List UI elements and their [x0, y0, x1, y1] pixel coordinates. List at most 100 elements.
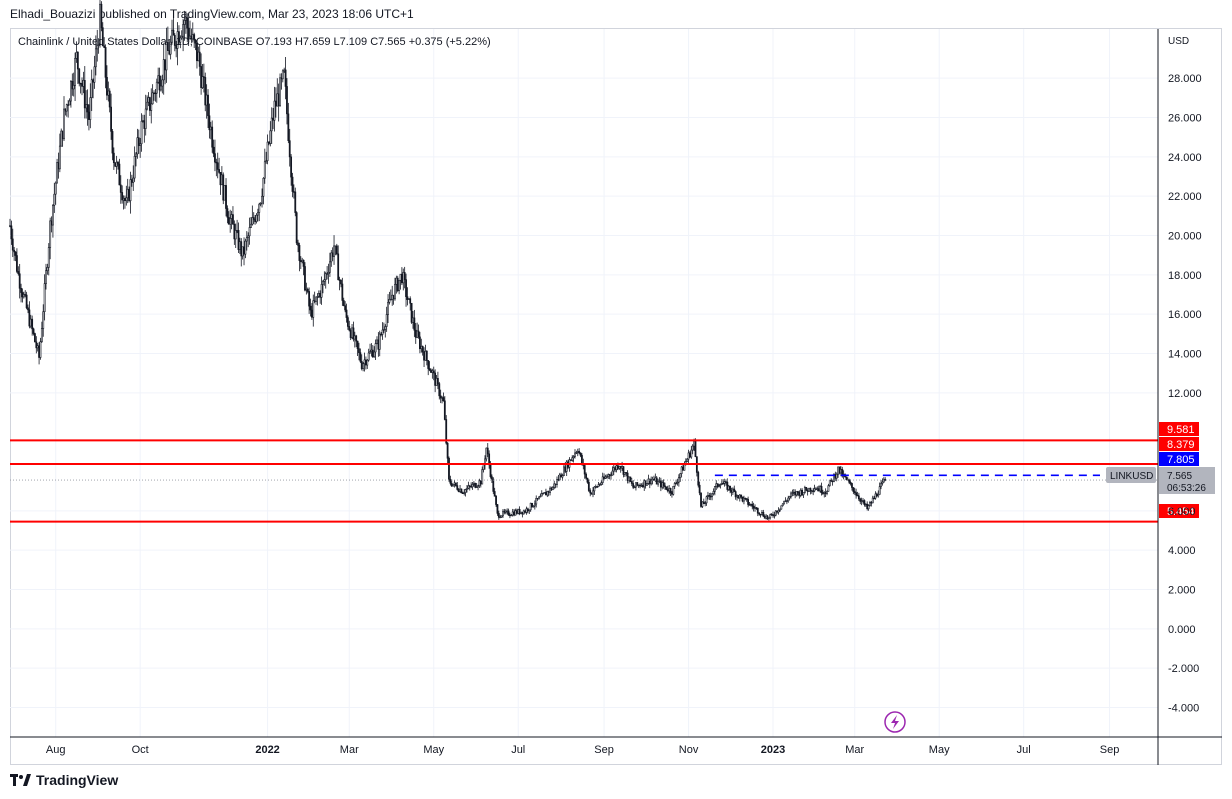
candle-body: [273, 100, 276, 121]
candle-body: [214, 153, 216, 163]
candle-body: [101, 27, 104, 47]
candle: [658, 477, 661, 484]
candle-body: [250, 223, 252, 228]
candle-body: [722, 482, 725, 485]
tradingview-logo-icon: [10, 773, 32, 787]
candle-body: [180, 35, 183, 39]
candle: [654, 473, 657, 482]
candle-body: [215, 161, 218, 164]
candle: [302, 259, 305, 276]
candle-body: [421, 345, 424, 353]
candle: [881, 478, 884, 486]
candle: [349, 328, 352, 341]
candle: [83, 66, 86, 119]
candle-body: [601, 476, 604, 483]
candle: [380, 332, 383, 337]
price-tag: [1159, 422, 1199, 436]
candle-body: [265, 160, 268, 163]
candle-body: [701, 501, 704, 507]
candle-body: [636, 482, 639, 486]
candle: [662, 479, 665, 489]
candle: [878, 482, 881, 495]
y-tick-label: 14.000: [1168, 349, 1202, 361]
candle-body: [371, 349, 374, 358]
y-tick-label: 16.000: [1168, 309, 1202, 321]
candle: [475, 483, 478, 488]
candle-body: [104, 47, 107, 78]
candle-body: [611, 470, 614, 476]
candle: [456, 482, 459, 491]
candle-body: [603, 476, 605, 479]
candle: [468, 484, 471, 491]
candle: [695, 456, 698, 477]
candle: [428, 361, 431, 372]
candle: [531, 502, 533, 508]
candle-body: [839, 469, 842, 474]
candle: [884, 477, 887, 482]
candle: [765, 513, 768, 520]
candle: [276, 78, 279, 107]
candle-body: [835, 473, 838, 479]
candle-body: [506, 510, 509, 512]
candle-body: [470, 486, 473, 488]
candle: [653, 475, 655, 481]
candle: [160, 75, 162, 92]
candle: [680, 465, 683, 478]
candle: [171, 19, 173, 45]
candle: [623, 472, 626, 477]
candle-body: [363, 359, 366, 364]
candle: [542, 492, 545, 495]
candle-body: [737, 495, 740, 499]
candle-body: [474, 482, 477, 488]
candle: [528, 509, 531, 515]
candle-body: [698, 484, 701, 494]
candle: [441, 395, 443, 404]
candle-body: [608, 474, 611, 476]
candle-body: [697, 472, 700, 486]
candle: [353, 331, 356, 348]
candle-body: [49, 220, 52, 248]
candle: [571, 455, 574, 462]
candle: [808, 487, 810, 492]
candle: [79, 82, 82, 94]
y-tick-label: 6.000: [1168, 506, 1196, 518]
candle: [211, 120, 214, 153]
candle-body: [540, 493, 543, 497]
candle-body: [647, 478, 650, 484]
lightning-icon[interactable]: [884, 711, 906, 733]
candle: [367, 348, 370, 362]
candle-body: [338, 279, 341, 281]
candle: [817, 485, 820, 492]
candle-body: [884, 479, 887, 481]
candle: [115, 155, 118, 174]
candle-body: [298, 245, 301, 261]
candle: [513, 509, 515, 517]
candle: [763, 514, 766, 519]
candle-body: [877, 494, 880, 497]
candle-body: [880, 483, 882, 487]
candle: [622, 465, 625, 478]
candle: [873, 495, 876, 500]
candle: [511, 508, 514, 517]
candle-body: [238, 241, 241, 250]
y-tick-label: 18.000: [1168, 270, 1202, 282]
candle-body: [668, 488, 671, 492]
candle: [387, 294, 389, 324]
candle-body: [776, 510, 779, 513]
candle: [785, 499, 788, 505]
candle: [784, 497, 787, 503]
candle: [421, 345, 424, 356]
candle: [126, 178, 129, 204]
candle: [467, 481, 470, 490]
candle: [679, 473, 682, 482]
candle: [553, 480, 556, 490]
footer-brand[interactable]: TradingView: [10, 772, 118, 788]
candle-body: [646, 483, 648, 486]
candle-body: [97, 44, 100, 46]
candle: [594, 484, 597, 489]
candle: [549, 486, 551, 496]
candle-body: [201, 76, 204, 88]
candle: [139, 137, 142, 158]
candle: [801, 488, 804, 497]
